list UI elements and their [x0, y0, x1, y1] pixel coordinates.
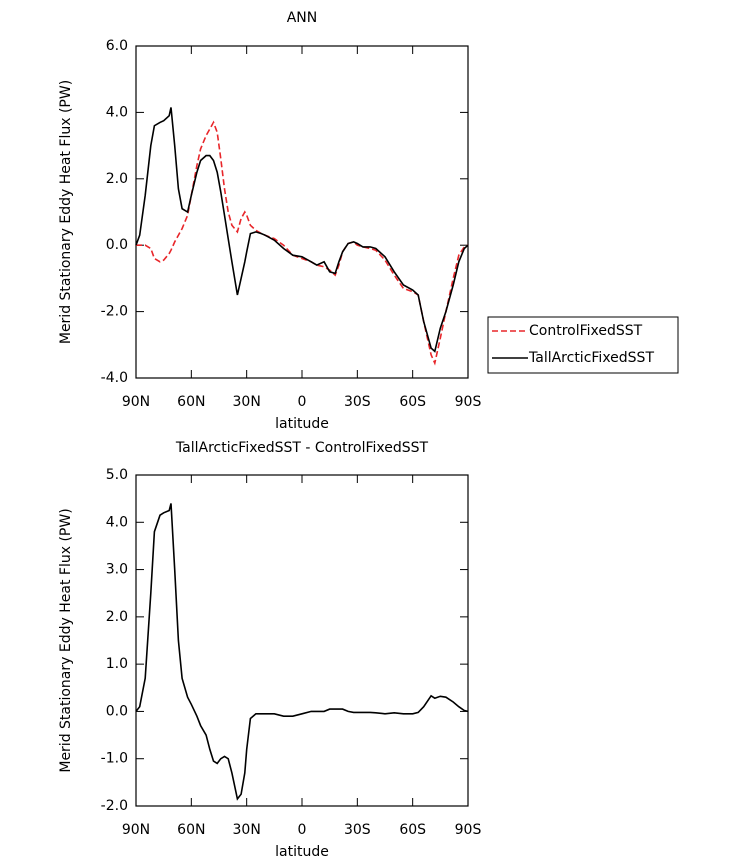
y-tick-label: -2.0: [101, 304, 128, 320]
y-tick-label: 4.0: [106, 104, 128, 120]
chart-title: TallArcticFixedSST - ControlFixedSST: [175, 440, 429, 456]
data-line: [135, 107, 469, 353]
x-tick-label: 0: [298, 822, 307, 838]
legend-label: TallArcticFixedSST: [528, 350, 654, 366]
y-tick-label: 0.0: [106, 237, 128, 253]
x-tick-label: 30S: [344, 394, 371, 410]
y-axis-label: Merid Stationary Eddy Heat Flux (PW): [58, 80, 74, 344]
x-tick-label: 30N: [233, 394, 261, 410]
x-tick-label: 60S: [399, 822, 426, 838]
y-tick-label: 5.0: [106, 467, 128, 483]
legend-label: ControlFixedSST: [529, 323, 643, 339]
chart-title: ANN: [287, 10, 318, 26]
y-tick-label: -4.0: [101, 370, 128, 386]
x-tick-label: 90S: [455, 822, 482, 838]
y-tick-label: 2.0: [106, 609, 128, 625]
y-tick-label: 0.0: [106, 703, 128, 719]
x-tick-label: 30N: [233, 822, 261, 838]
plot-frame: [135, 45, 469, 379]
y-tick-label: 3.0: [106, 562, 128, 578]
y-tick-label: 6.0: [106, 38, 128, 54]
x-tick-label: 90N: [122, 394, 150, 410]
y-tick-label: 1.0: [106, 656, 128, 672]
x-tick-label: 60S: [399, 394, 426, 410]
plot-frame: [135, 474, 469, 807]
y-tick-label: 2.0: [106, 171, 128, 187]
y-tick-label: 4.0: [106, 514, 128, 530]
data-line: [136, 120, 469, 366]
x-axis-label: latitude: [275, 844, 329, 860]
legend-box: [487, 316, 679, 374]
x-tick-label: 60N: [177, 394, 205, 410]
x-tick-label: 90N: [122, 822, 150, 838]
y-tick-label: -2.0: [101, 798, 128, 814]
x-tick-label: 60N: [177, 822, 205, 838]
x-axis-label: latitude: [275, 416, 329, 432]
y-tick-label: -1.0: [101, 751, 128, 767]
x-tick-label: 0: [298, 394, 307, 410]
x-tick-label: 90S: [455, 394, 482, 410]
data-line: [135, 503, 469, 801]
x-tick-label: 30S: [344, 822, 371, 838]
y-axis-label: Merid Stationary Eddy Heat Flux (PW): [58, 508, 74, 772]
